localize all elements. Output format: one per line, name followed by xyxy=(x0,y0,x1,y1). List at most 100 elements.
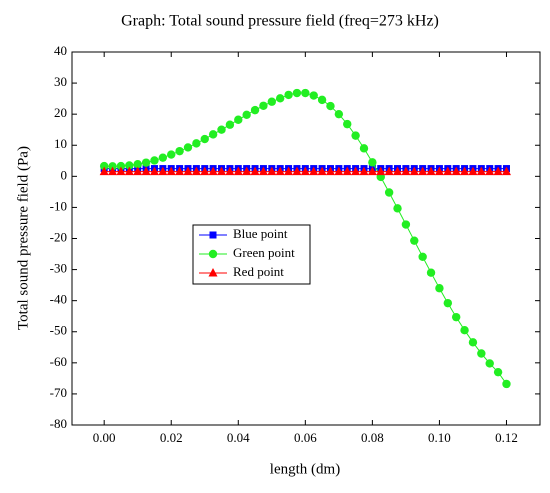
point xyxy=(284,166,294,176)
point xyxy=(409,166,419,176)
x-tick-label: 0.04 xyxy=(227,430,250,445)
point xyxy=(301,88,310,98)
point xyxy=(384,188,394,197)
point xyxy=(99,166,109,176)
point xyxy=(359,144,369,153)
point xyxy=(502,379,511,389)
point xyxy=(493,367,503,377)
point xyxy=(393,166,403,176)
point xyxy=(426,166,436,176)
point xyxy=(192,139,201,148)
point xyxy=(124,166,134,176)
y-tick-label: -20 xyxy=(50,229,67,244)
point xyxy=(351,131,360,140)
point xyxy=(149,166,159,176)
point xyxy=(183,143,193,152)
point xyxy=(485,359,494,368)
point xyxy=(234,115,243,124)
point xyxy=(451,312,461,322)
point xyxy=(225,166,235,176)
point xyxy=(175,146,184,156)
x-tick-label: 0.08 xyxy=(361,430,384,445)
point xyxy=(351,166,361,176)
point xyxy=(468,338,478,347)
point xyxy=(158,153,168,162)
y-tick-label: 0 xyxy=(61,167,68,182)
legend-marker xyxy=(208,249,218,259)
point xyxy=(225,120,235,129)
point xyxy=(133,166,143,176)
point xyxy=(200,134,209,144)
point xyxy=(468,166,478,176)
y-tick-label: -80 xyxy=(50,416,67,431)
point xyxy=(426,268,436,277)
y-tick-label: -30 xyxy=(50,261,67,276)
y-tick-label: -40 xyxy=(50,292,67,307)
point xyxy=(275,94,285,103)
point xyxy=(451,166,461,176)
y-tick-label: 30 xyxy=(54,74,67,89)
x-tick-label: 0.10 xyxy=(428,430,451,445)
point xyxy=(141,158,151,167)
point xyxy=(292,88,302,98)
point xyxy=(208,166,218,176)
y-tick-label: -50 xyxy=(50,323,67,338)
x-tick-label: 0.02 xyxy=(160,430,183,445)
y-tick-label: -60 xyxy=(50,354,67,369)
legend-label: Red point xyxy=(233,264,284,279)
point xyxy=(393,204,402,213)
point xyxy=(116,161,126,171)
point xyxy=(183,166,193,176)
legend-marker xyxy=(208,268,218,277)
point xyxy=(334,109,344,119)
point xyxy=(133,160,142,169)
point xyxy=(435,284,444,293)
point xyxy=(418,252,427,262)
point xyxy=(410,236,419,245)
legend-marker xyxy=(209,231,217,239)
point xyxy=(108,166,118,176)
legend-label: Green point xyxy=(233,245,295,260)
point xyxy=(150,156,159,165)
point xyxy=(368,158,377,167)
point xyxy=(309,166,319,176)
point xyxy=(116,166,126,176)
point xyxy=(125,161,134,170)
y-tick-label: 20 xyxy=(54,105,67,120)
point xyxy=(99,161,109,171)
point xyxy=(401,166,411,176)
point xyxy=(208,130,218,139)
y-tick-label: 10 xyxy=(54,136,67,151)
point xyxy=(166,166,176,176)
point xyxy=(476,166,486,176)
x-tick-label: 0.12 xyxy=(495,430,518,445)
x-tick-label: 0.00 xyxy=(93,430,116,445)
y-axis-label: Total sound pressure field (Pa) xyxy=(15,146,31,330)
point xyxy=(217,125,226,134)
point xyxy=(460,325,469,335)
point xyxy=(359,166,369,176)
point xyxy=(250,166,260,176)
point xyxy=(284,90,293,100)
point xyxy=(343,119,352,129)
point xyxy=(367,166,377,176)
point xyxy=(418,166,428,176)
point xyxy=(317,166,327,176)
point xyxy=(460,166,470,176)
point xyxy=(267,97,277,106)
point xyxy=(443,166,453,176)
point xyxy=(501,166,511,176)
x-axis-label: length (dm) xyxy=(270,461,340,477)
point xyxy=(242,110,251,119)
point xyxy=(250,105,260,115)
point xyxy=(167,150,176,159)
point xyxy=(267,166,277,176)
point xyxy=(217,166,227,176)
point xyxy=(401,220,411,229)
point xyxy=(485,166,495,176)
point xyxy=(342,166,352,176)
point xyxy=(493,166,503,176)
point xyxy=(443,298,453,308)
